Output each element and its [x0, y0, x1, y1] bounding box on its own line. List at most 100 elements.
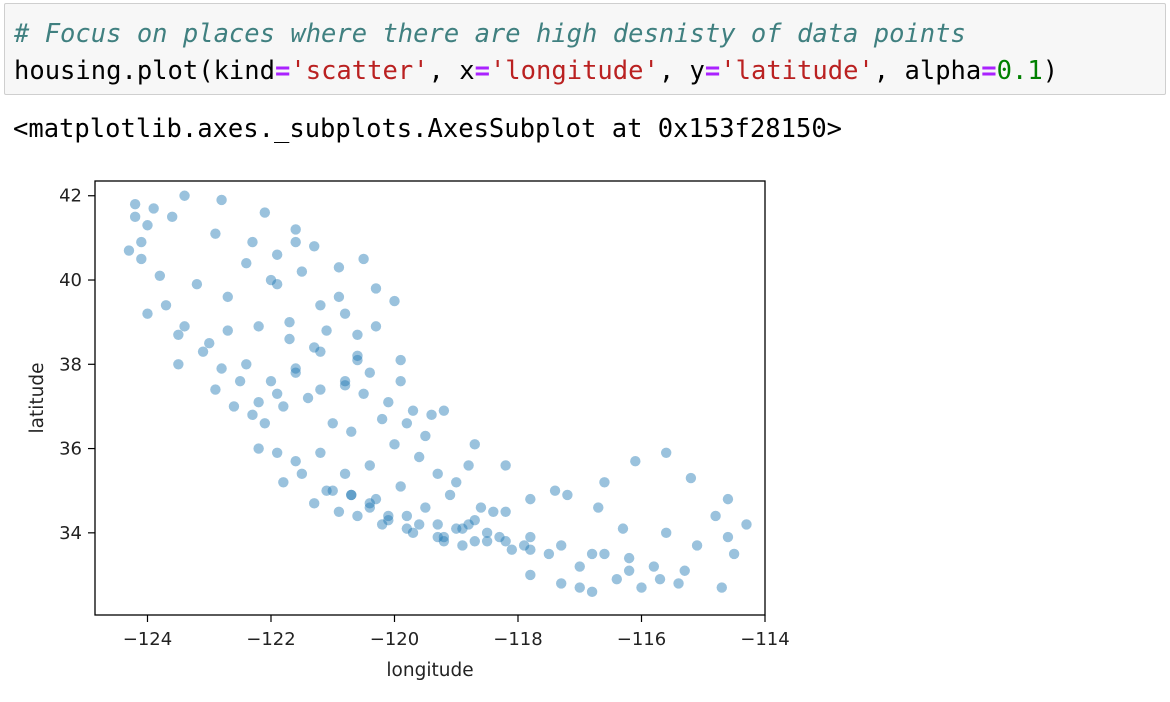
y-axis-ticks: 34 36 38 40 42: [59, 186, 95, 544]
scatter-point: [401, 523, 413, 534]
scatter-point: [660, 527, 672, 539]
scatter-point: [716, 582, 727, 593]
scatter-point: [556, 578, 567, 589]
y-tick-label: 42: [59, 186, 82, 207]
scatter-point: [469, 536, 480, 547]
x-axis-label: longitude: [386, 660, 473, 681]
scatter-point: [309, 498, 320, 509]
code-x-value: 'longitude': [489, 56, 659, 86]
code-cell[interactable]: # Focus on places where there are high d…: [4, 3, 1166, 95]
scatter-point: [383, 514, 394, 526]
scatter-point: [438, 405, 450, 416]
scatter-point: [481, 536, 493, 547]
scatter-point: [222, 291, 233, 303]
code-call: housing.plot(kind: [14, 56, 275, 86]
scatter-point: [296, 468, 308, 480]
scatter-point: [333, 262, 345, 273]
code-eq: =: [704, 56, 721, 86]
scatter-point: [173, 359, 184, 370]
scatter-point: [278, 401, 289, 412]
scatter-point: [413, 519, 425, 530]
scatter-point: [376, 413, 388, 425]
scatter-point: [364, 460, 375, 471]
scatter-point: [599, 548, 610, 560]
scatter-point: [290, 363, 301, 374]
scatter-point: [352, 510, 363, 522]
scatter-point: [284, 333, 295, 345]
scatter-point: [265, 375, 277, 387]
code-eq: =: [981, 56, 997, 86]
scatter-point: [210, 228, 221, 239]
scatter-point: [339, 468, 351, 480]
scatter-point: [241, 359, 252, 370]
code-alpha-value: 0.1: [996, 56, 1043, 86]
scatter-point: [469, 514, 480, 526]
scatter-point: [315, 447, 326, 458]
scatter-point: [395, 354, 406, 366]
scatter-point: [475, 502, 487, 513]
scatter-point: [457, 523, 468, 534]
scatter-point: [426, 409, 437, 421]
scatter-point: [691, 540, 703, 551]
scatter-point: [728, 548, 740, 560]
scatter-point: [586, 586, 598, 598]
scatter-point: [216, 363, 227, 374]
scatter-point: [413, 451, 425, 463]
code-x-param: , x: [428, 56, 475, 86]
scatter-point: [407, 405, 419, 416]
scatter-point: [451, 523, 462, 534]
scatter-point: [321, 325, 332, 336]
scatter-point: [463, 460, 474, 471]
scatter-point: [315, 384, 326, 395]
scatter-point: [370, 493, 382, 505]
scatter-points: [123, 190, 752, 598]
scatter-point: [364, 502, 375, 513]
scatter-point: [617, 523, 629, 534]
scatter-point: [741, 519, 752, 530]
scatter-point: [179, 190, 190, 201]
scatter-point: [383, 510, 394, 522]
scatter-point: [444, 489, 456, 501]
scatter-point: [346, 426, 357, 437]
code-kind-value: 'scatter': [290, 56, 429, 86]
scatter-point: [352, 329, 363, 340]
scatter-point: [525, 544, 536, 555]
scatter-point: [247, 236, 258, 248]
x-tick-label: −124: [123, 629, 172, 650]
x-tick-label: −118: [493, 629, 542, 650]
scatter-point: [525, 493, 536, 505]
scatter-point: [204, 338, 215, 349]
scatter-point: [352, 354, 363, 366]
y-axis-label: latitude: [27, 363, 48, 434]
scatter-point: [438, 531, 450, 543]
scatter-point: [506, 544, 518, 555]
scatter-point: [549, 485, 561, 496]
scatter-point: [494, 531, 505, 543]
scatter-point: [302, 392, 314, 404]
scatter-point: [309, 342, 320, 353]
scatter-point: [376, 519, 388, 530]
scatter-point: [173, 329, 184, 340]
scatter-point: [599, 477, 610, 488]
scatter-point: [278, 477, 289, 488]
scatter-point: [586, 548, 598, 560]
y-tick-label: 38: [59, 354, 82, 375]
scatter-point: [401, 418, 413, 429]
scatter-point: [142, 308, 153, 319]
scatter-point: [222, 325, 233, 336]
scatter-point: [352, 350, 363, 362]
scatter-point: [673, 578, 684, 589]
scatter-point: [290, 236, 301, 248]
scatter-point: [432, 519, 443, 530]
x-tick-label: −116: [617, 629, 666, 650]
scatter-point: [722, 531, 734, 543]
scatter-point: [142, 220, 153, 231]
scatter-point: [284, 316, 295, 328]
scatter-point: [290, 456, 301, 467]
scatter-point: [271, 279, 283, 290]
scatter-point: [123, 245, 135, 256]
scatter-point: [129, 198, 141, 210]
code-alpha-param: , alpha: [873, 56, 982, 86]
scatter-point: [197, 346, 209, 357]
code-eq: =: [474, 56, 490, 86]
